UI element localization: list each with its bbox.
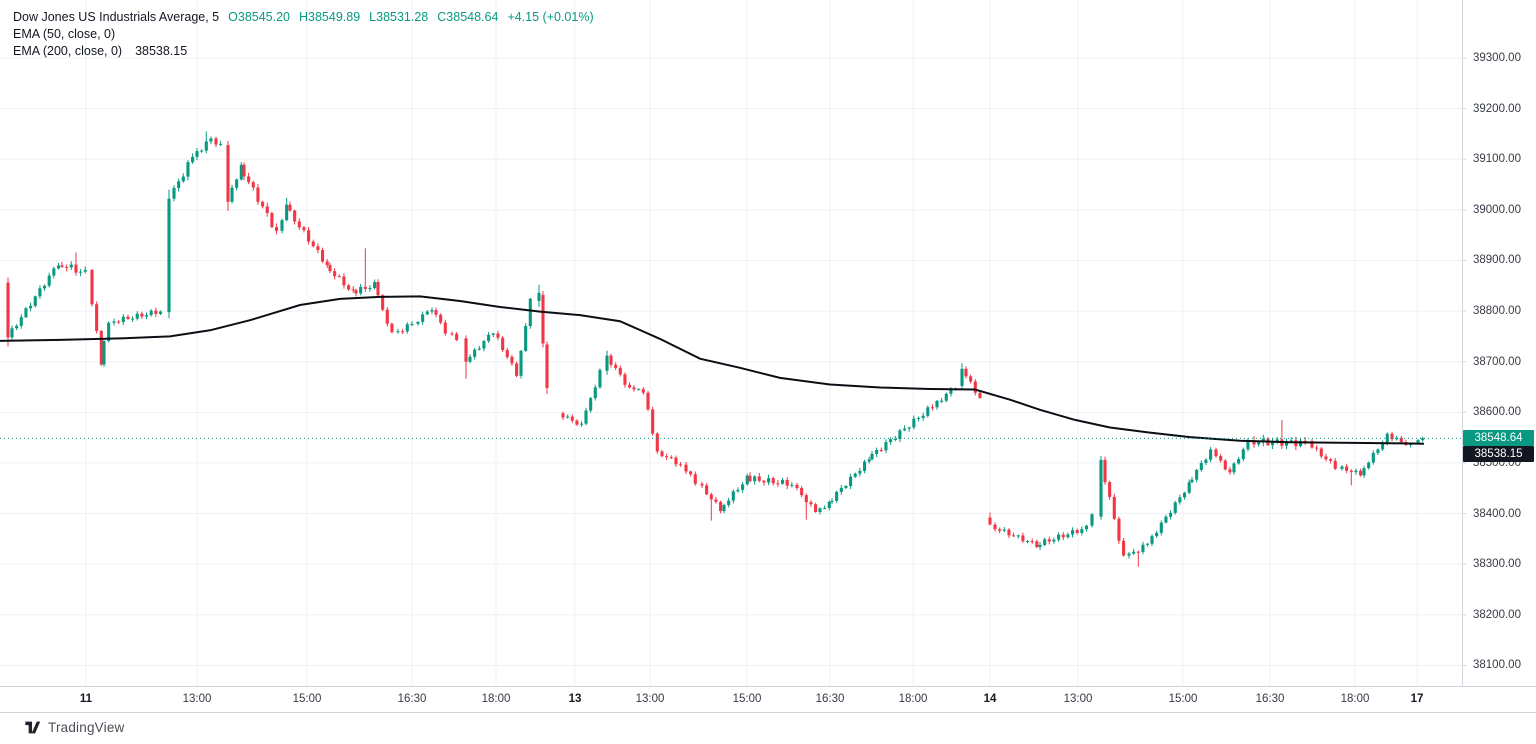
time-tick-label: 16:30 (815, 693, 845, 705)
price-axis-separator (1462, 0, 1463, 711)
time-tick-label: 18:00 (1340, 693, 1370, 705)
ema200-label: EMA (200, close, 0) (13, 43, 123, 58)
ema200-price-badge: 38538.15 (1463, 446, 1534, 463)
price-tick-label: 39100.00 (1473, 153, 1521, 166)
ema50-legend-row[interactable]: EMA (50, close, 0) (13, 25, 594, 42)
time-tick-day-label: 13 (568, 693, 582, 705)
time-tick-label: 18:00 (481, 693, 511, 705)
low-value: L38531.28 (369, 9, 429, 24)
ema200-value: 38538.15 (135, 43, 188, 58)
close-value: C38548.64 (437, 9, 499, 24)
time-tick-label: 18:00 (898, 693, 928, 705)
symbol-legend-row[interactable]: Dow Jones US Industrials Average, 5 O385… (13, 8, 594, 25)
time-tick-label: 15:00 (732, 693, 762, 705)
gridlines (0, 0, 1466, 686)
time-tick-label: 15:00 (292, 693, 322, 705)
ema200-legend-row[interactable]: EMA (200, close, 0) 38538.15 (13, 42, 594, 59)
time-tick-label: 13:00 (1063, 693, 1093, 705)
time-tick-day-label: 14 (983, 693, 997, 705)
candles (6, 131, 1425, 567)
price-tick-label: 38600.00 (1473, 406, 1521, 419)
time-tick-label: 16:30 (1255, 693, 1285, 705)
price-tick-label: 38400.00 (1473, 507, 1521, 520)
ema50-label: EMA (50, close, 0) (13, 26, 116, 41)
price-tick-label: 38800.00 (1473, 305, 1521, 318)
tradingview-attribution[interactable]: TradingView (24, 719, 125, 736)
chart-legend: Dow Jones US Industrials Average, 5 O385… (13, 8, 594, 59)
time-tick-day-label: 17 (1410, 693, 1424, 705)
price-tick-label: 38200.00 (1473, 608, 1521, 621)
time-axis[interactable]: 11 13:00 15:00 16:30 18:00 13 13:00 15:00 16:30 1… (0, 686, 1536, 713)
ema200-line (0, 295, 1425, 445)
symbol-title: Dow Jones US Industrials Average, 5 (13, 9, 220, 24)
time-tick-label: 13:00 (182, 693, 212, 705)
price-tick-label: 39200.00 (1473, 102, 1521, 115)
time-tick-label: 15:00 (1168, 693, 1198, 705)
high-value: H38549.89 (299, 9, 361, 24)
price-tick-label: 38900.00 (1473, 254, 1521, 267)
time-tick-day-label: 11 (79, 693, 93, 705)
price-tick-label: 39000.00 (1473, 203, 1521, 216)
open-value: O38545.20 (228, 9, 290, 24)
time-tick-label: 13:00 (635, 693, 665, 705)
change-value: +4.15 (+0.01%) (507, 9, 594, 24)
price-tick-label: 38300.00 (1473, 558, 1521, 571)
tradingview-watermark-text: TradingView (48, 720, 125, 735)
tradingview-logo-icon (25, 721, 41, 734)
price-tick-label: 39300.00 (1473, 52, 1521, 64)
ohlc-values: O38545.20 H38549.89 L38531.28 C38548.64 … (228, 10, 593, 24)
price-tick-label: 38100.00 (1473, 659, 1521, 672)
last-price-badge: 38548.64 (1463, 430, 1534, 447)
price-tick-label: 38700.00 (1473, 355, 1521, 368)
time-tick-label: 16:30 (397, 693, 427, 705)
